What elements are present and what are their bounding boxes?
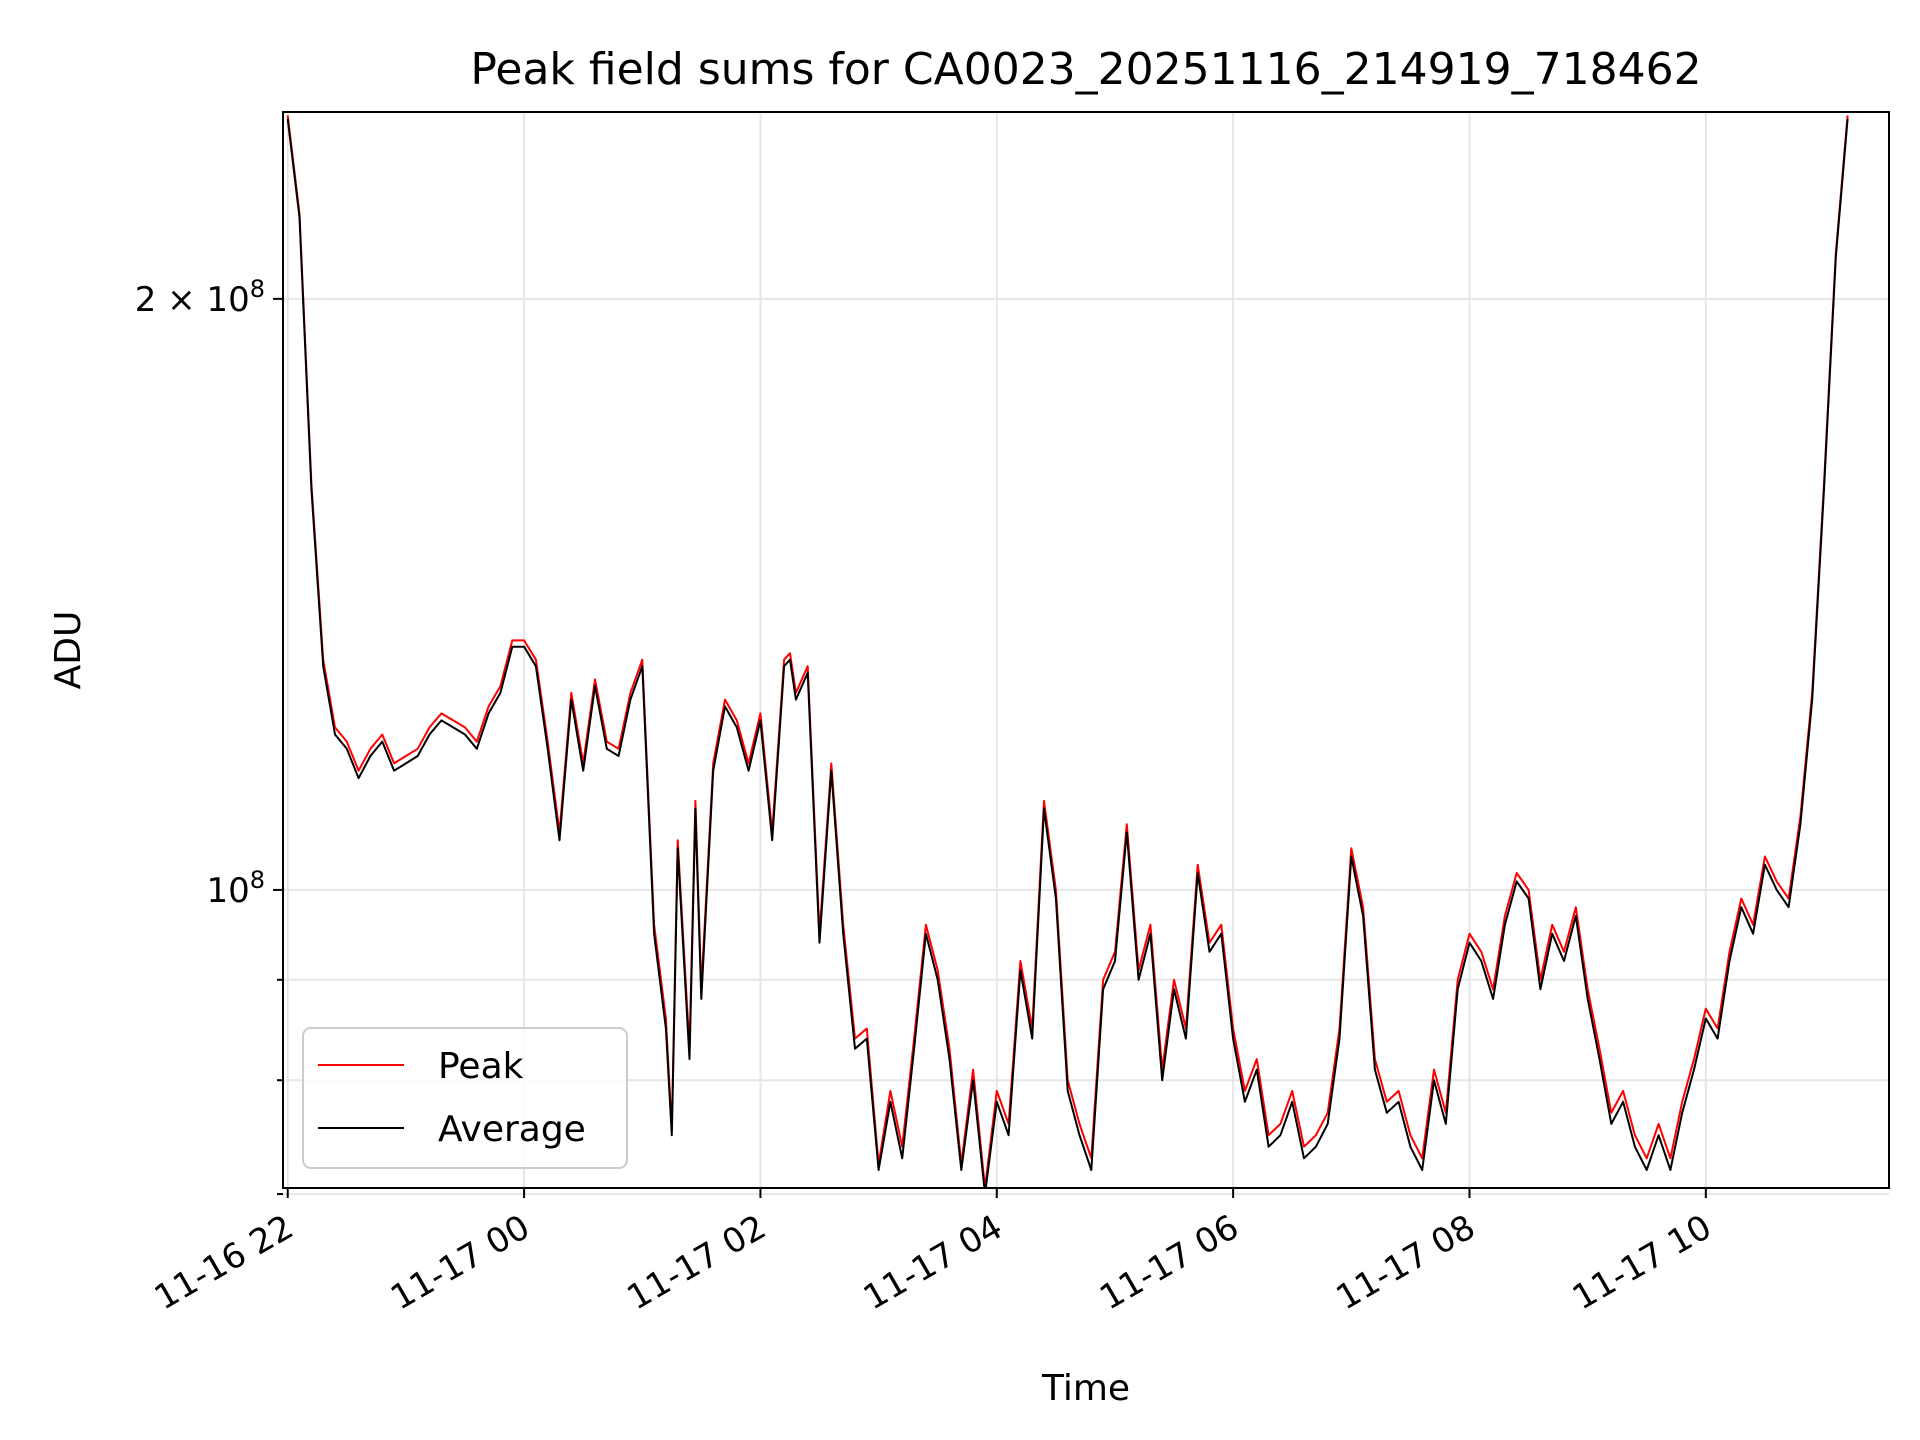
- y-axis-label: ADU: [48, 611, 89, 690]
- legend-average-label: Average: [438, 1109, 586, 1150]
- x-axis-label: Time: [1041, 1368, 1130, 1409]
- axes-frame: [282, 111, 1890, 1189]
- legend: Peak Average: [302, 1027, 628, 1169]
- y-tick-label-0: 2 × 108: [135, 275, 265, 320]
- chart-title: Peak field sums for CA0023_20251116_2149…: [470, 44, 1701, 95]
- grid: [283, 112, 1889, 1196]
- plot-area: [286, 115, 1849, 1188]
- legend-box: [302, 1027, 628, 1169]
- legend-peak-label: Peak: [438, 1046, 524, 1087]
- series-group: [286, 115, 1849, 1188]
- y-tick-label-1: 108: [206, 866, 265, 911]
- series-line-average: [286, 118, 1849, 1188]
